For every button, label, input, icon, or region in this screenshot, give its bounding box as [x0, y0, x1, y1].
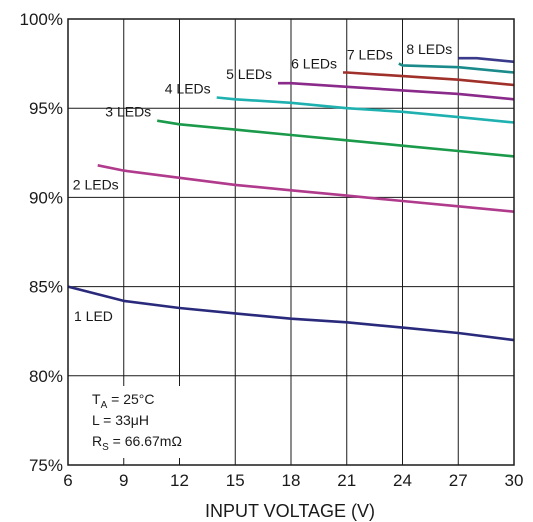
x-tick-label: 27	[449, 471, 468, 490]
series-label-8: 8 LEDs	[406, 41, 452, 57]
series-line-6	[343, 71, 515, 87]
series-label-3: 3 LEDs	[105, 104, 151, 120]
y-tick-label: 90%	[29, 188, 63, 207]
x-tick-label: 6	[63, 471, 72, 490]
y-tick-label: 80%	[29, 367, 63, 386]
series-line-7	[398, 62, 515, 74]
series-line-3	[156, 119, 515, 158]
x-tick-label: 30	[505, 471, 524, 490]
x-tick-label: 9	[119, 471, 128, 490]
x-tick-label: 21	[337, 471, 356, 490]
sense-resistor-note: RS = 66.67mΩ	[92, 433, 182, 453]
y-tick-label: 75%	[29, 456, 63, 475]
series-label-6: 6 LEDs	[291, 56, 337, 72]
x-tick-label: 24	[393, 471, 412, 490]
series-labels: 1 LED 2 LEDs 3 LEDs 4 LEDs 5 LEDs 6 LEDs 7 LED…	[73, 41, 452, 324]
y-tick-label: 95%	[29, 99, 63, 118]
series-line-2	[97, 164, 515, 213]
series-label-5: 5 LEDs	[226, 66, 272, 82]
x-tick-label: 12	[170, 471, 189, 490]
x-axis-ticks: 6 9 12 15 18 21 24 27 30	[63, 471, 523, 490]
series-label-4: 4 LEDs	[165, 80, 211, 96]
series-lines	[67, 56, 515, 342]
y-axis-ticks: 75% 80% 85% 90% 95% 100%	[20, 10, 63, 475]
series-line-5	[278, 81, 515, 101]
y-tick-label: 85%	[29, 278, 63, 297]
inductance-note: L = 33μH	[92, 412, 149, 428]
conditions-block: TA = 25°C L = 33μH RS = 66.67mΩ	[76, 386, 216, 458]
ambient-temperature-note: TA = 25°C	[92, 391, 154, 411]
series-line-8	[458, 56, 515, 64]
series-label-1: 1 LED	[74, 308, 113, 324]
plot-frame	[67, 18, 515, 466]
series-line-1	[67, 285, 515, 342]
y-tick-label: 100%	[20, 10, 63, 29]
series-label-7: 7 LEDs	[347, 47, 393, 63]
x-tick-label: 15	[226, 471, 245, 490]
x-tick-label: 18	[282, 471, 301, 490]
series-line-4	[216, 96, 515, 124]
x-axis-title: INPUT VOLTAGE (V)	[205, 501, 375, 521]
series-label-2: 2 LEDs	[73, 176, 119, 192]
